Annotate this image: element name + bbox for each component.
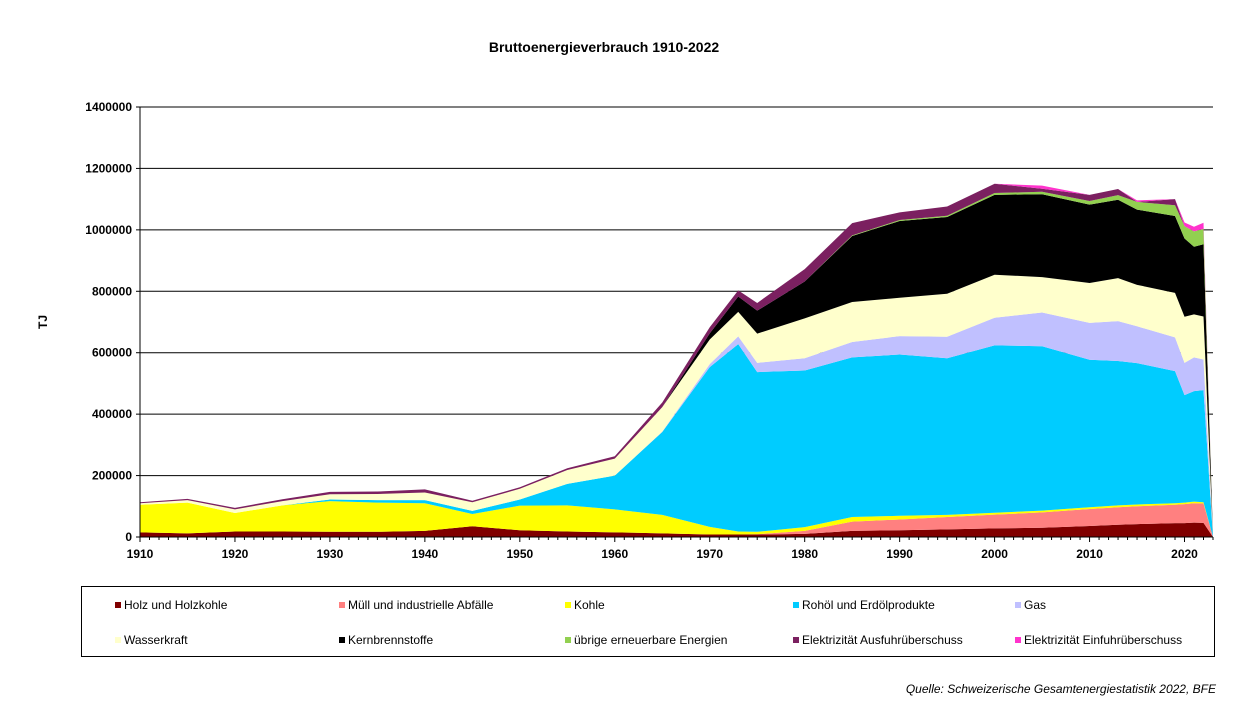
legend-swatch	[115, 602, 121, 608]
legend-label: Kohle	[574, 598, 605, 612]
legend-item: Elektrizität Ausfuhrüberschuss	[793, 633, 963, 647]
series-area-6	[140, 194, 1213, 537]
source-note: Quelle: Schweizerische Gesamtenergiestat…	[905, 682, 1216, 696]
legend-label: Holz und Holzkohle	[124, 598, 228, 612]
legend: Holz und Holzkohle Müll und industrielle …	[81, 586, 1215, 657]
legend-item: übrige erneuerbare Energien	[565, 633, 727, 647]
y-axis-label: TJ	[36, 315, 50, 329]
legend-swatch	[339, 637, 345, 643]
x-tick-label: 1980	[791, 547, 818, 561]
legend-item: Wasserkraft	[115, 633, 188, 647]
legend-swatch	[339, 602, 345, 608]
y-tick-label: 600000	[92, 346, 132, 360]
y-tick-label: 200000	[92, 469, 132, 483]
axes: 0 200000 400000 600000 800000 1000000 1200000 1…	[85, 100, 1214, 561]
series-areas	[140, 183, 1213, 538]
y-tick-label: 1000000	[85, 223, 132, 237]
series-area-5	[140, 274, 1213, 537]
legend-item: Gas	[1015, 598, 1046, 612]
x-tick-label: 2010	[1076, 547, 1103, 561]
x-tick-label: 2020	[1171, 547, 1198, 561]
legend-label: Wasserkraft	[124, 633, 188, 647]
y-tick-label: 400000	[92, 407, 132, 421]
legend-swatch	[793, 637, 799, 643]
x-tick-label: 1910	[127, 547, 154, 561]
legend-swatch	[793, 602, 799, 608]
legend-label: Gas	[1024, 598, 1047, 612]
legend-label: Kernbrennstoffe	[348, 633, 434, 647]
legend-swatch	[1015, 637, 1021, 643]
legend-item: Kohle	[565, 598, 605, 612]
series-area-3	[140, 344, 1213, 537]
y-tick-label: 800000	[92, 284, 132, 298]
legend-item: Kernbrennstoffe	[339, 633, 433, 647]
x-tick-label: 1920	[222, 547, 249, 561]
x-tick-label: 1930	[317, 547, 344, 561]
legend-swatch	[565, 602, 571, 608]
legend-label: Elektrizität Einfuhrüberschuss	[1024, 633, 1183, 647]
legend-swatch	[1015, 602, 1021, 608]
x-tick-label: 1950	[506, 547, 533, 561]
y-tick-label: 1200000	[85, 161, 132, 175]
legend-label: übrige erneuerbare Energien	[574, 633, 728, 647]
legend-item: Holz und Holzkohle	[115, 598, 227, 612]
legend-label: Elektrizität Ausfuhrüberschuss	[802, 633, 963, 647]
legend-swatch	[565, 637, 571, 643]
legend-item: Rohöl und Erdölprodukte	[793, 598, 935, 612]
y-tick-label: 0	[125, 530, 132, 544]
legend-label: Rohöl und Erdölprodukte	[802, 598, 935, 612]
x-tick-label: 2000	[981, 547, 1008, 561]
x-tick-label: 1960	[601, 547, 628, 561]
series-area-2	[140, 501, 1213, 537]
legend-item: Elektrizität Einfuhrüberschuss	[1015, 633, 1182, 647]
chart-title: Bruttoenergieverbrauch 1910-2022	[489, 39, 720, 55]
series-area-1	[140, 503, 1213, 537]
x-tick-label: 1990	[886, 547, 913, 561]
x-tick-label: 1970	[696, 547, 723, 561]
legend-label: Müll und industrielle Abfälle	[348, 598, 494, 612]
y-tick-label: 1400000	[85, 100, 132, 114]
x-tick-label: 1940	[412, 547, 439, 561]
series-area-0	[140, 522, 1213, 537]
series-area-4	[140, 312, 1213, 537]
legend-item: Müll und industrielle Abfälle	[339, 598, 493, 612]
legend-swatch	[115, 637, 121, 643]
